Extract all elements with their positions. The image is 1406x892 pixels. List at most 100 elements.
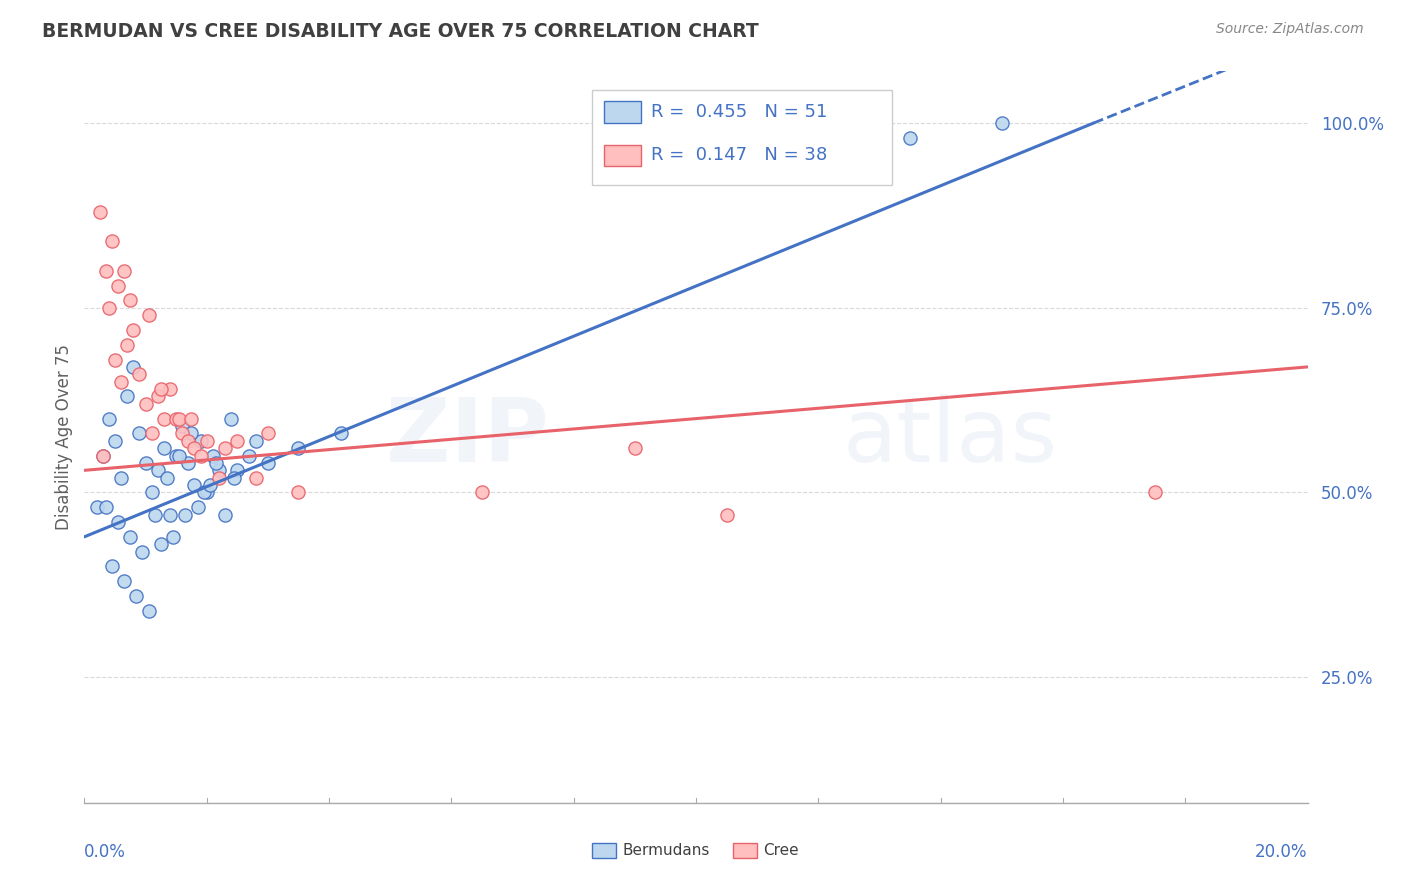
Point — [120, 530, 142, 544]
Point — [195, 485, 218, 500]
Point — [205, 456, 228, 470]
FancyBboxPatch shape — [605, 101, 641, 122]
Point — [226, 434, 249, 448]
Text: Cree: Cree — [763, 843, 799, 858]
Point — [135, 456, 157, 470]
Point — [149, 382, 172, 396]
Point — [135, 397, 157, 411]
Point — [94, 264, 117, 278]
Point — [101, 235, 124, 249]
Point — [159, 508, 181, 522]
Point — [97, 411, 120, 425]
Text: BERMUDAN VS CREE DISABILITY AGE OVER 75 CORRELATION CHART: BERMUDAN VS CREE DISABILITY AGE OVER 75 … — [42, 22, 759, 41]
Point — [89, 204, 111, 219]
Point — [624, 441, 647, 455]
Point — [165, 449, 187, 463]
Point — [91, 449, 114, 463]
Point — [122, 359, 145, 374]
Point — [138, 308, 160, 322]
Point — [180, 411, 202, 425]
FancyBboxPatch shape — [592, 90, 891, 185]
Point — [172, 419, 194, 434]
Point — [104, 352, 127, 367]
Point — [141, 426, 163, 441]
Point — [193, 485, 215, 500]
Point — [165, 411, 187, 425]
Point — [125, 589, 148, 603]
Point — [146, 389, 169, 403]
Text: Bermudans: Bermudans — [623, 843, 710, 858]
Text: Source: ZipAtlas.com: Source: ZipAtlas.com — [1216, 22, 1364, 37]
Point — [257, 456, 280, 470]
Point — [330, 426, 353, 441]
Text: R =  0.455   N = 51: R = 0.455 N = 51 — [651, 103, 827, 120]
FancyBboxPatch shape — [592, 843, 616, 858]
Point — [287, 441, 309, 455]
Point — [128, 368, 150, 382]
Point — [101, 559, 124, 574]
Point — [110, 375, 132, 389]
Point — [153, 411, 176, 425]
Point — [131, 544, 153, 558]
Point — [162, 530, 184, 544]
Point — [238, 449, 260, 463]
Point — [120, 293, 142, 308]
Text: R =  0.147   N = 38: R = 0.147 N = 38 — [651, 146, 827, 164]
Text: ZIP: ZIP — [387, 393, 550, 481]
Point — [177, 434, 200, 448]
Point — [115, 337, 138, 351]
Point — [716, 508, 738, 522]
Point — [115, 389, 138, 403]
Point — [167, 411, 190, 425]
Point — [112, 574, 135, 589]
Point — [86, 500, 108, 515]
Point — [143, 508, 166, 522]
Point — [122, 323, 145, 337]
Point — [898, 131, 921, 145]
Point — [107, 278, 129, 293]
Point — [186, 500, 208, 515]
Point — [104, 434, 127, 448]
Point — [219, 411, 242, 425]
Point — [112, 264, 135, 278]
Point — [991, 116, 1014, 130]
Point — [177, 456, 200, 470]
Point — [208, 471, 231, 485]
Point — [471, 485, 494, 500]
Point — [91, 449, 114, 463]
Point — [214, 508, 236, 522]
Point — [167, 449, 190, 463]
Point — [245, 434, 267, 448]
Point — [107, 515, 129, 529]
Point — [110, 471, 132, 485]
Point — [1143, 485, 1166, 500]
Point — [174, 508, 197, 522]
Point — [149, 537, 172, 551]
Point — [214, 441, 236, 455]
Point — [245, 471, 267, 485]
Point — [183, 441, 205, 455]
Point — [141, 485, 163, 500]
Point — [97, 301, 120, 315]
Point — [195, 434, 218, 448]
Point — [138, 604, 160, 618]
Point — [94, 500, 117, 515]
Point — [190, 449, 212, 463]
Point — [180, 426, 202, 441]
Point — [287, 485, 309, 500]
Point — [146, 463, 169, 477]
FancyBboxPatch shape — [605, 145, 641, 167]
Point — [224, 471, 246, 485]
Point — [198, 478, 221, 492]
Point — [159, 382, 181, 396]
Point — [172, 426, 194, 441]
Point — [257, 426, 280, 441]
Point — [208, 463, 231, 477]
Text: 0.0%: 0.0% — [84, 843, 127, 861]
Text: atlas: atlas — [842, 393, 1057, 481]
FancyBboxPatch shape — [733, 843, 758, 858]
Point — [226, 463, 249, 477]
Point — [190, 434, 212, 448]
Text: 20.0%: 20.0% — [1256, 843, 1308, 861]
Point — [183, 478, 205, 492]
